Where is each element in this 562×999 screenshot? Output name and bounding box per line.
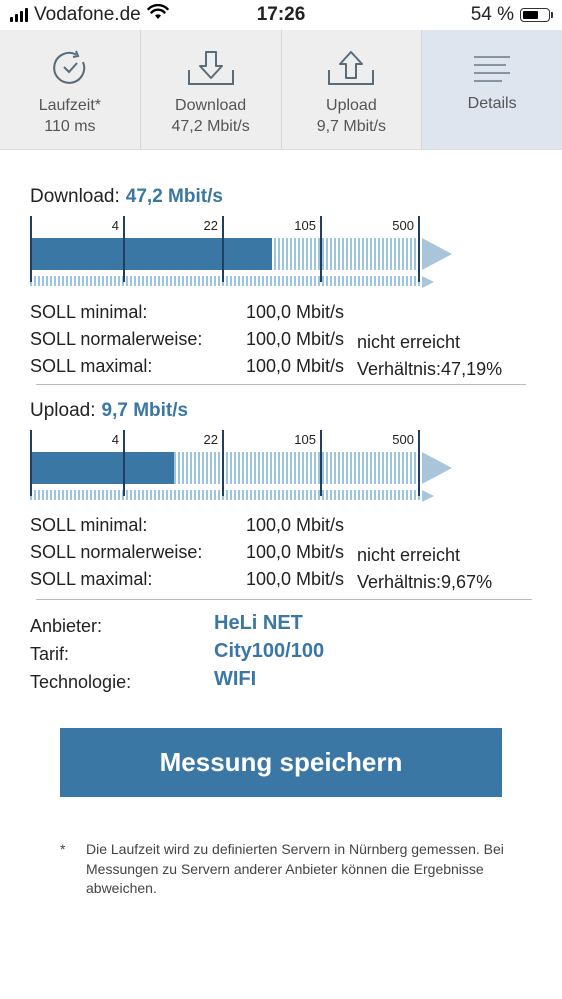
divider <box>36 599 532 600</box>
connection-info: Anbieter: HeLi NET Tarif: City100/100 Te… <box>30 612 530 696</box>
soll-row: SOLL maximal: 100,0 Mbit/s Verhältnis:47… <box>30 353 530 380</box>
tick-label: 105 <box>294 218 316 233</box>
save-measurement-button[interactable]: Messung speichern <box>60 728 502 797</box>
info-label: Technologie: <box>30 672 132 692</box>
tick-line <box>222 430 224 496</box>
soll-label: SOLL minimal: <box>30 515 148 535</box>
soll-row: SOLL minimal: 100,0 Mbit/s <box>30 299 530 326</box>
soll-extra: Verhältnis:47,19% <box>357 359 503 379</box>
upload-value: 9,7 Mbit/s <box>101 400 189 421</box>
stopwatch-icon <box>50 48 90 88</box>
info-row-tarif: Tarif: City100/100 <box>30 640 530 668</box>
footnote-text: Die Laufzeit wird zu definierten Servern… <box>86 841 504 896</box>
tab-value: 47,2 Mbit/s <box>171 118 250 135</box>
info-label: Tarif: <box>30 644 70 664</box>
tick-label: 4 <box>111 432 119 447</box>
info-value: City100/100 <box>214 640 325 662</box>
upload-icon <box>326 48 376 88</box>
tick-label: 22 <box>203 218 218 233</box>
status-right: 54 % <box>470 4 553 26</box>
info-row-anbieter: Anbieter: HeLi NET <box>30 612 530 640</box>
tick-line <box>418 430 420 496</box>
tick-line <box>320 430 322 496</box>
tick-label: 105 <box>294 432 316 447</box>
tick-line <box>222 216 224 282</box>
wifi-icon <box>147 3 169 26</box>
tab-value: 110 ms <box>44 118 96 135</box>
download-soll-list: SOLL minimal: 100,0 Mbit/s SOLL normaler… <box>30 299 530 380</box>
arrow-right-icon <box>422 238 452 270</box>
info-value: WIFI <box>214 668 257 690</box>
tab-label: Download <box>175 97 247 114</box>
menu-icon <box>472 48 512 88</box>
soll-value: 100,0 Mbit/s <box>246 356 345 376</box>
download-gauge: 4 22 105 500 <box>30 216 460 294</box>
download-label: Download: <box>30 186 120 207</box>
soll-extra: nicht erreicht <box>357 332 461 352</box>
soll-row: SOLL maximal: 100,0 Mbit/s Verhältnis:9,… <box>30 566 530 593</box>
soll-label: SOLL normalerweise: <box>30 329 203 349</box>
carrier-name: Vodafone.de <box>34 4 141 25</box>
divider <box>36 384 526 385</box>
tab-bar: Laufzeit* 110 ms Download 47,2 Mbit/s Up… <box>0 30 562 150</box>
tab-laufzeit[interactable]: Laufzeit* 110 ms <box>0 30 141 149</box>
arrow-right-icon <box>422 490 434 502</box>
soll-value: 100,0 Mbit/s <box>246 515 345 535</box>
tick-label: 4 <box>111 218 119 233</box>
signal-icon <box>10 8 28 22</box>
footnote-marker: * <box>60 841 66 857</box>
tick-line <box>418 216 420 282</box>
download-value: 47,2 Mbit/s <box>125 186 223 207</box>
tab-value: 9,7 Mbit/s <box>316 118 387 135</box>
arrow-right-icon <box>422 452 452 484</box>
soll-extra: Verhältnis:9,67% <box>357 572 493 592</box>
status-bar: Vodafone.de 17:26 54 % <box>0 0 562 30</box>
soll-row: SOLL normalerweise: 100,0 Mbit/s nicht e… <box>30 326 530 353</box>
soll-extra: nicht erreicht <box>357 545 461 565</box>
status-left: Vodafone.de <box>10 3 169 26</box>
tab-label: Laufzeit* <box>38 97 101 114</box>
battery-icon <box>520 8 553 22</box>
tick-label: 500 <box>392 432 414 447</box>
tab-label: Upload <box>326 97 377 114</box>
soll-value: 100,0 Mbit/s <box>246 329 345 349</box>
tick-line <box>30 430 32 496</box>
tab-label: Details <box>467 95 517 112</box>
soll-value: 100,0 Mbit/s <box>246 302 345 322</box>
soll-label: SOLL normalerweise: <box>30 542 203 562</box>
download-icon <box>186 48 236 88</box>
upload-bar <box>30 452 174 484</box>
upload-gauge: 4 22 105 500 <box>30 430 460 508</box>
soll-row: SOLL normalerweise: 100,0 Mbit/s nicht e… <box>30 539 530 566</box>
arrow-right-icon <box>422 276 434 288</box>
tick-line <box>123 216 125 282</box>
tab-details[interactable]: Details <box>422 30 562 149</box>
download-title: Download: 47,2 Mbit/s <box>30 186 223 208</box>
gauge-track-small <box>30 490 420 500</box>
tick-line <box>320 216 322 282</box>
tab-download[interactable]: Download 47,2 Mbit/s <box>141 30 282 149</box>
upload-title: Upload: 9,7 Mbit/s <box>30 400 188 422</box>
upload-soll-list: SOLL minimal: 100,0 Mbit/s SOLL normaler… <box>30 512 530 593</box>
info-value: HeLi NET <box>214 612 303 634</box>
tick-label: 500 <box>392 218 414 233</box>
soll-label: SOLL maximal: <box>30 356 153 376</box>
info-row-technologie: Technologie: WIFI <box>30 668 530 696</box>
soll-label: SOLL minimal: <box>30 302 148 322</box>
tick-line <box>123 430 125 496</box>
gauge-track-small <box>30 276 420 286</box>
clock: 17:26 <box>256 4 306 25</box>
upload-label: Upload: <box>30 400 96 421</box>
soll-row: SOLL minimal: 100,0 Mbit/s <box>30 512 530 539</box>
soll-label: SOLL maximal: <box>30 569 153 589</box>
battery-percent: 54 % <box>470 4 514 25</box>
download-bar <box>30 238 272 270</box>
info-label: Anbieter: <box>30 616 103 636</box>
tick-label: 22 <box>203 432 218 447</box>
soll-value: 100,0 Mbit/s <box>246 542 345 562</box>
tab-upload[interactable]: Upload 9,7 Mbit/s <box>282 30 423 149</box>
soll-value: 100,0 Mbit/s <box>246 569 345 589</box>
tick-line <box>30 216 32 282</box>
